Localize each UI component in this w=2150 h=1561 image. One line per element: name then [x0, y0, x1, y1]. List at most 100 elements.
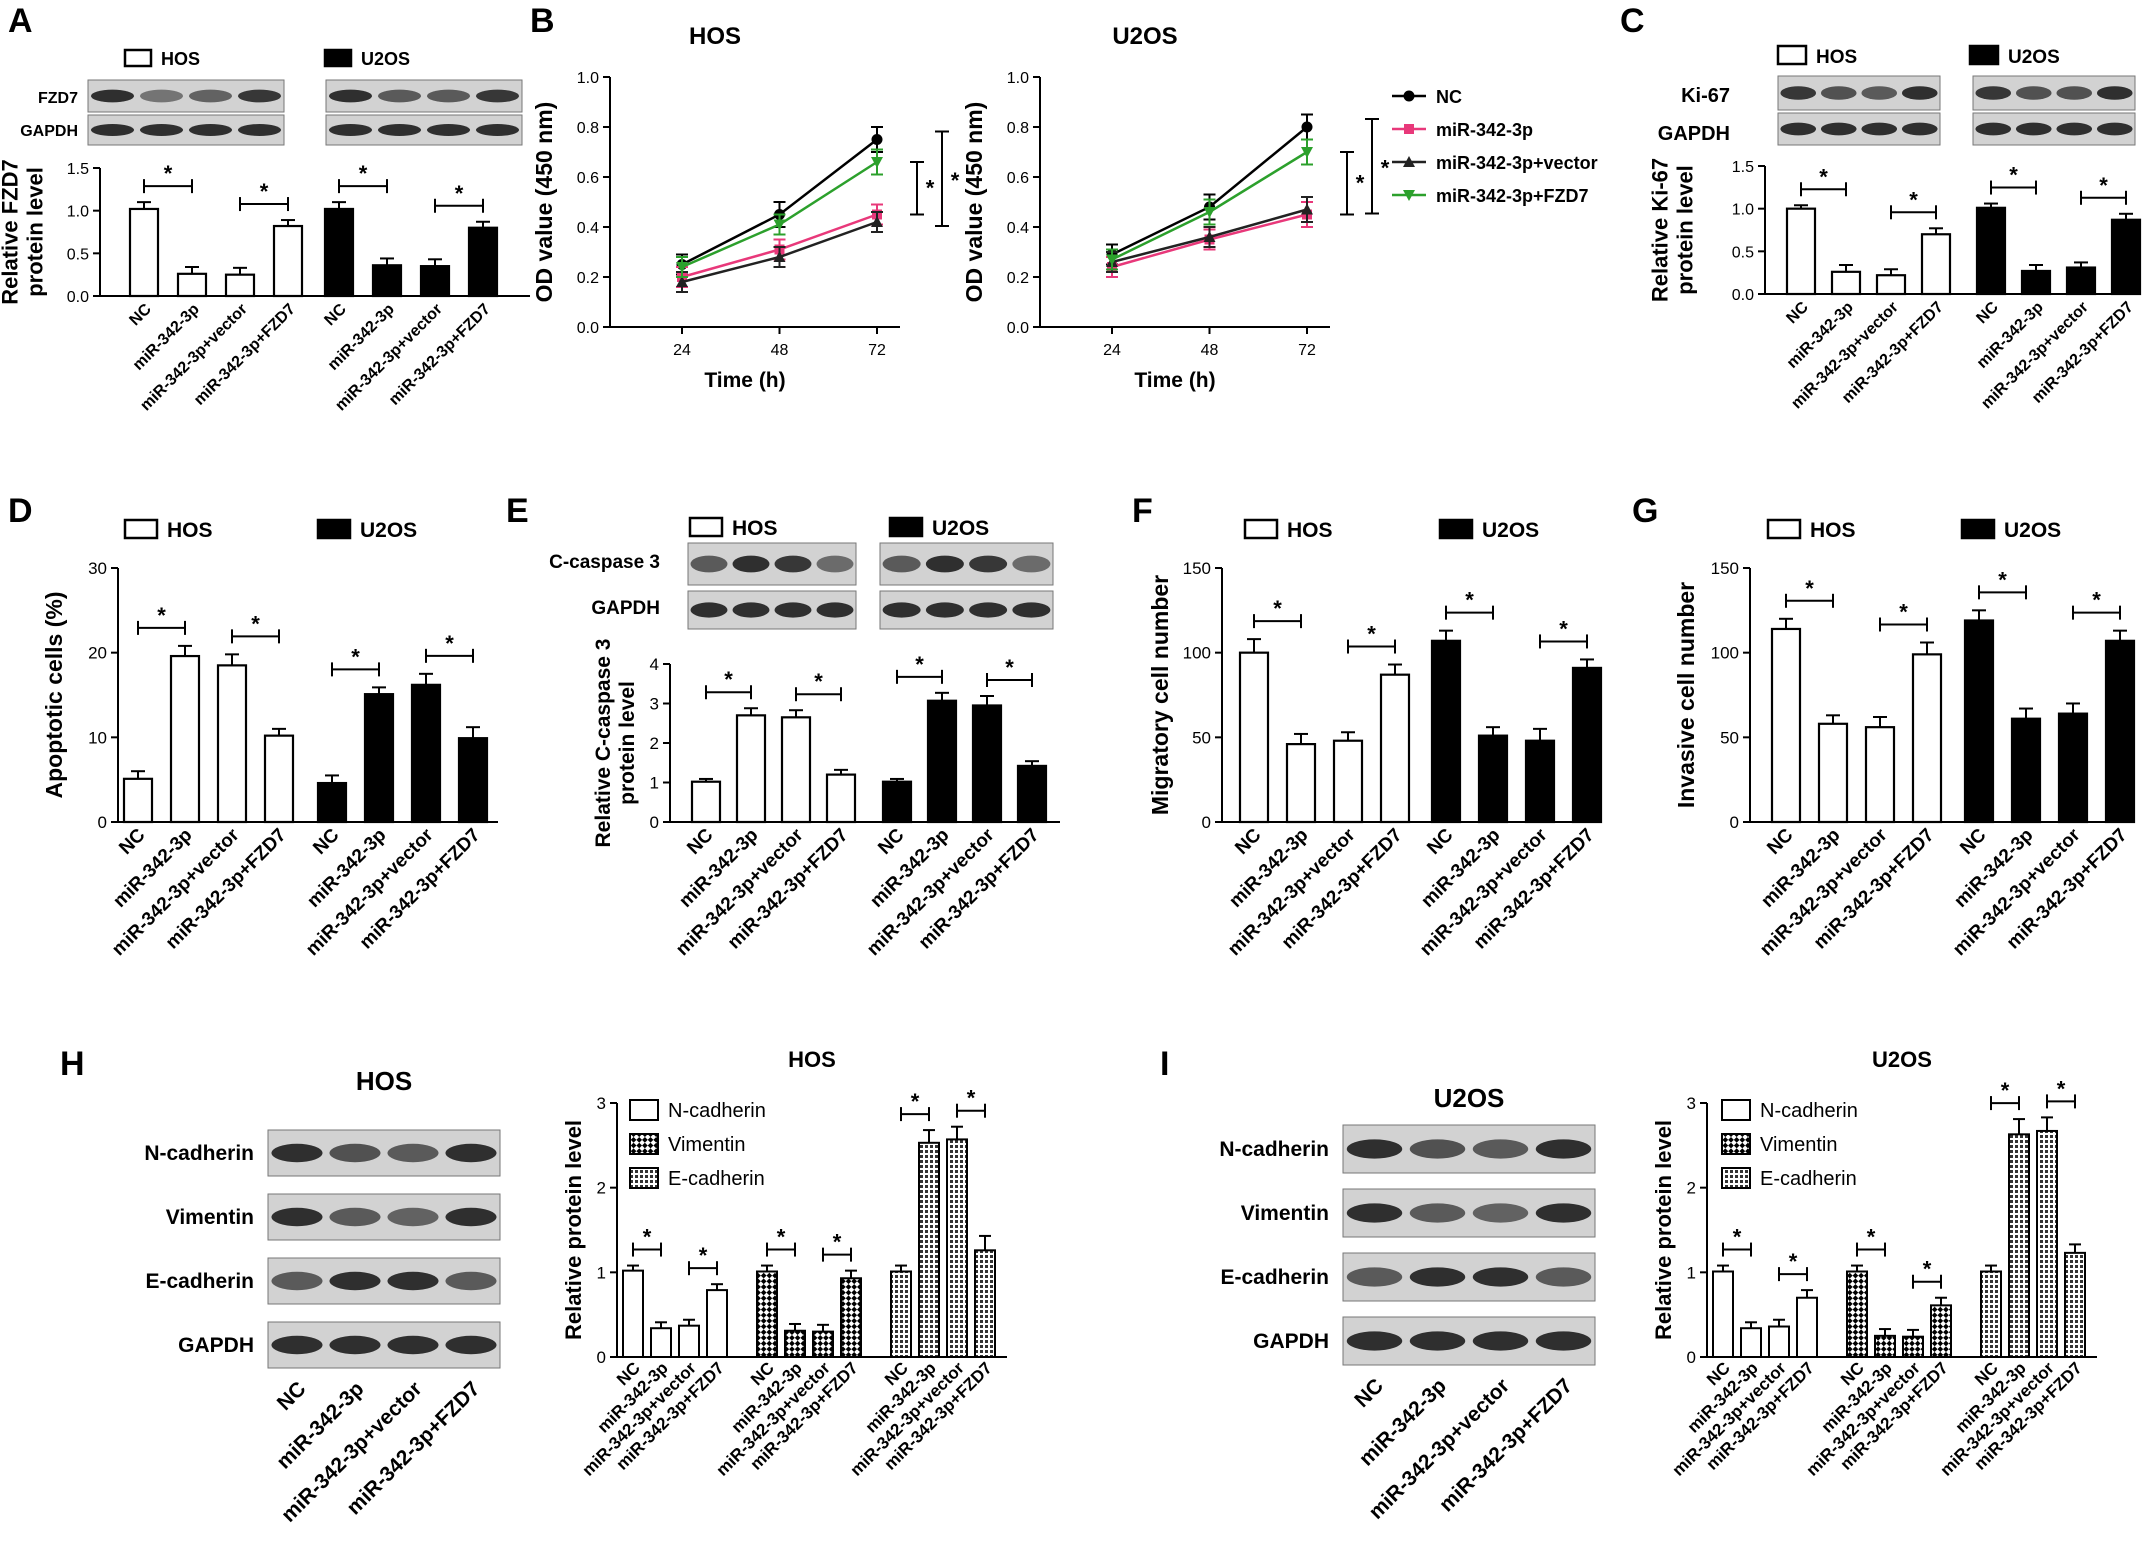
panel-i-bar-s2-2	[1874, 1334, 1896, 1359]
panel-e-legend-hos-swatch	[688, 516, 724, 538]
panel-a-bar-hos-1	[128, 207, 160, 298]
panel-f-ytick-label: 100	[1183, 644, 1211, 663]
panel-a-blot-hos-fzd7-band-4	[237, 89, 282, 103]
panel-c-blot-hos-gapdh-band-3	[1861, 122, 1898, 136]
panel-b-xtick-label: 48	[771, 342, 789, 359]
panel-h-blot-1-band-3	[387, 1143, 439, 1163]
panel-b-legend-marker	[1403, 90, 1415, 102]
panel-e-legend-u2os-label: U2OS	[932, 517, 989, 540]
panel-b-legend-label-4: miR-342-3p+FZD7	[1436, 186, 1589, 206]
panel-i-blot-xlabel-1: NC	[1350, 1374, 1388, 1412]
panel-d-bar-hos-4	[263, 734, 295, 824]
panel-b-title-2: U2OS	[1112, 23, 1177, 50]
panel-f-bar-u2os-4	[1571, 666, 1603, 824]
panel-b-title-1: HOS	[689, 23, 741, 50]
panel-i-chart-title: U2OS	[1872, 1047, 1932, 1072]
panel-i-ylabel: Relative protein level	[1651, 1120, 1676, 1340]
panel-i-blot-1-band-2	[1409, 1139, 1466, 1159]
panel-f-ytick-label: 0	[1202, 813, 1211, 832]
panel-i-ytick-label: 0	[1687, 1348, 1696, 1367]
panel-i-bar-s1-3	[1768, 1325, 1790, 1359]
panel-c-blot-u2os-gapdh-band-3	[2056, 122, 2093, 136]
panel-i-blot-label-3: E-cadherin	[1220, 1266, 1329, 1289]
panel-e-sig-star: *	[724, 667, 733, 692]
panel-e-ylabel-line-2: protein level	[616, 681, 639, 805]
panel-h-chart-title: HOS	[788, 1047, 836, 1072]
panel-e-blot-hos-ccasp3-band-1	[690, 555, 728, 573]
panel-a-blot-hos-gapdh-band-1	[90, 124, 135, 136]
panel-i-blot-2-band-3	[1472, 1203, 1529, 1223]
panel-e-bar-hos-3	[780, 716, 812, 824]
panel-a-bar-hos-2	[176, 272, 208, 298]
panel-i-legend-swatch-3	[1721, 1167, 1751, 1189]
panel-a-ytick-label: 0.0	[67, 289, 89, 306]
panel-a-blot-u2os-gapdh-band-4	[475, 124, 520, 136]
panel-d-bar-hos-2	[169, 654, 201, 824]
panel-i-bar-s1-2	[1740, 1327, 1762, 1359]
panel-d-bar-hos-3	[216, 664, 248, 824]
panel-c-blot-hos-gapdh-band-1	[1780, 122, 1817, 136]
panel-i-blot-4-band-2	[1409, 1331, 1466, 1351]
panel-c-sig-star: *	[1909, 187, 1918, 212]
panel-d-xlabel-1: NC	[309, 824, 343, 858]
panel-f-legend-hos-swatch	[1243, 518, 1279, 540]
panel-b-point	[1106, 254, 1118, 266]
panel-h-blot-3-band-3	[387, 1271, 439, 1291]
panel-i-sig-star: *	[1867, 1225, 1876, 1250]
panel-b-ytick-label: 0.6	[1007, 170, 1029, 187]
panel-i-sig-star: *	[1923, 1257, 1932, 1282]
panel-i-bar-s2-4	[1930, 1304, 1952, 1359]
panel-c-blot-u2os-gapdh-band-4	[2096, 122, 2133, 136]
panel-d-ytick-label: 30	[88, 559, 107, 578]
panel-a-xlabel-1: NC	[321, 300, 350, 329]
panel-f-xlabel-1: NC	[1231, 824, 1265, 858]
panel-e-blot-u2os-gapdh-band-4	[1012, 602, 1051, 618]
panel-c-blot-u2os-ki67-band-4	[2096, 86, 2133, 100]
panel-c-bar-u2os-2	[2020, 269, 2052, 296]
panel-b-legend-marker	[1403, 156, 1415, 167]
panel-e-ytick-label: 3	[650, 695, 659, 714]
panel-f-legend-u2os-swatch	[1438, 518, 1474, 540]
panel-e-sig-star: *	[1005, 655, 1014, 680]
panel-g-legend-u2os-label: U2OS	[2004, 519, 2061, 542]
panel-i-bar-s2-1	[1846, 1270, 1868, 1359]
panel-h-ytick-label: 0	[597, 1348, 606, 1367]
panel-g-ytick-label: 50	[1720, 728, 1739, 747]
panel-h-blot-2-band-4	[445, 1207, 497, 1227]
panel-f-bar-hos-4	[1379, 673, 1411, 824]
panel-a-blot-hos-gapdh-band-4	[237, 124, 282, 136]
panel-f-legend-hos-label: HOS	[1287, 519, 1333, 542]
panel-e-blot-label-2: GAPDH	[591, 598, 660, 619]
panel-f-sig-star: *	[1273, 596, 1282, 621]
panel-a-blot-u2os-fzd7-band-2	[377, 89, 422, 103]
panel-c-ytick-label: 0.5	[1732, 244, 1754, 261]
panel-h-sig-star: *	[699, 1243, 708, 1268]
panel-c-legend-u2os-label: U2OS	[2008, 47, 2060, 68]
panel-i-bar-s2-3	[1902, 1335, 1924, 1359]
panel-h-bar-s1-4	[706, 1289, 728, 1358]
panel-h-blot-4-band-2	[329, 1335, 381, 1355]
panel-c-sig-star: *	[2099, 173, 2108, 198]
panel-g-bar-hos-1	[1770, 627, 1802, 824]
panel-g-legend-hos-swatch	[1766, 518, 1802, 540]
panel-c-blot-label-2: GAPDH	[1658, 123, 1730, 145]
panel-f-ylabel: Migratory cell number	[1147, 575, 1173, 815]
panel-f-ytick-label: 50	[1192, 728, 1211, 747]
panel-b-ytick-label: 0.8	[577, 120, 599, 137]
panel-i-ytick-label: 3	[1687, 1094, 1696, 1113]
panel-f-bar-u2os-1	[1430, 639, 1462, 824]
panel-e-blot-hos-gapdh-band-3	[774, 602, 812, 618]
panel-g-ytick-label: 0	[1730, 813, 1739, 832]
panel-i-blot-label-2: Vimentin	[1241, 1202, 1329, 1225]
panel-g-bar-hos-2	[1817, 722, 1849, 824]
panel-h-bar-s3-2	[918, 1141, 940, 1358]
panel-i-sig-star: *	[2001, 1078, 2010, 1103]
panel-b-legend-marker	[1403, 190, 1415, 201]
panel-b-ytick-label: 1.0	[1007, 70, 1029, 87]
panel-a-ylabel-line-1: Relative FZD7	[0, 159, 23, 305]
panel-c-legend-u2os-swatch	[1968, 44, 2000, 66]
panel-e-blot-u2os-ccasp3-band-1	[882, 555, 921, 573]
panel-h-blot-3-band-2	[329, 1271, 381, 1291]
panel-d-bar-u2os-4	[457, 737, 489, 824]
panel-e-bar-hos-4	[825, 773, 857, 824]
